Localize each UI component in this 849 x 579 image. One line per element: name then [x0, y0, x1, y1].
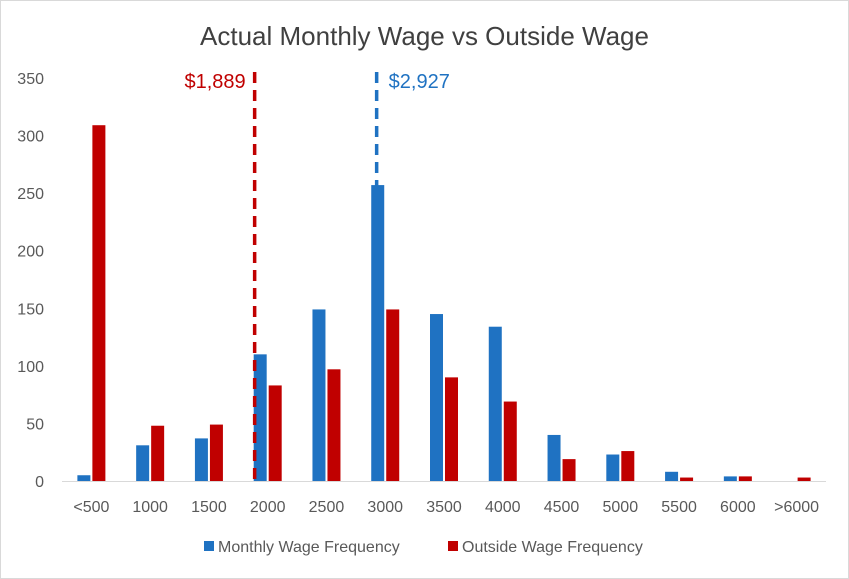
x-tick-label: 3500: [426, 499, 462, 516]
x-tick-label: 4000: [485, 499, 521, 516]
y-tick-label: 350: [17, 71, 44, 88]
bar-outside-1: [151, 425, 165, 481]
x-tick-label: 1500: [191, 499, 227, 516]
bar-monthly-8: [547, 434, 561, 481]
bar-outside-11: [738, 476, 752, 481]
x-tick-label: 3000: [367, 499, 403, 516]
x-tick-label: 4500: [544, 499, 580, 516]
chart-title: Actual Monthly Wage vs Outside Wage: [200, 21, 649, 51]
y-tick-label: 200: [17, 244, 44, 261]
y-tick-label: 150: [17, 301, 44, 318]
x-tick-label: 2000: [250, 499, 286, 516]
y-tick-label: 100: [17, 359, 44, 376]
reference-label-1: $2,927: [389, 71, 450, 93]
reference-lines: $1,889 $2,927: [184, 71, 450, 481]
y-tick-label: 300: [17, 129, 44, 146]
legend-swatch-1: [448, 541, 458, 551]
bar-outside-7: [503, 401, 517, 481]
x-tick-label: 5000: [603, 499, 639, 516]
x-tick-label: 2500: [309, 499, 345, 516]
bar-outside-10: [680, 477, 694, 481]
y-tick-label: 50: [26, 416, 44, 433]
reference-label-0: $1,889: [184, 71, 245, 93]
bar-monthly-9: [606, 454, 620, 481]
bar-monthly-6: [430, 314, 443, 481]
legend-label-0: Monthly Wage Frequency: [218, 539, 400, 556]
bar-monthly-7: [488, 326, 502, 481]
bar-monthly-0: [77, 475, 91, 481]
bar-outside-2: [209, 424, 223, 481]
x-tick-label: <500: [73, 499, 109, 516]
bar-outside-5: [386, 309, 400, 481]
bar-outside-4: [327, 369, 341, 481]
bar-monthly-1: [136, 445, 150, 481]
legend: Monthly Wage Frequency Outside Wage Frequ…: [204, 539, 643, 556]
bar-monthly-2: [194, 438, 208, 481]
bar-monthly-4: [312, 309, 326, 481]
y-tick-label: 250: [17, 186, 44, 203]
legend-swatch-0: [204, 541, 214, 551]
y-tick-label: 0: [35, 474, 44, 491]
bar-outside-0: [92, 125, 106, 482]
y-axis: 0 50 100 150 200 250 300 350: [17, 71, 44, 491]
bar-monthly-11: [723, 476, 737, 481]
bar-outside-3: [268, 385, 282, 481]
bar-outside-9: [621, 451, 635, 481]
x-tick-label: >6000: [774, 499, 819, 516]
x-tick-label: 1000: [132, 499, 168, 516]
x-tick-label: 6000: [720, 499, 756, 516]
x-axis: <500 1000 1500 2000 2500 3000 3500 4000 4500 5000…: [73, 499, 819, 516]
legend-label-1: Outside Wage Frequency: [462, 539, 643, 556]
x-tick-label: 5500: [661, 499, 697, 516]
bar-monthly-3: [253, 354, 267, 481]
bar-monthly-10: [665, 471, 679, 481]
bar-outside-8: [562, 459, 576, 481]
bars-group: [77, 125, 811, 482]
bar-outside-6: [445, 377, 458, 481]
bar-outside-12: [797, 477, 811, 481]
